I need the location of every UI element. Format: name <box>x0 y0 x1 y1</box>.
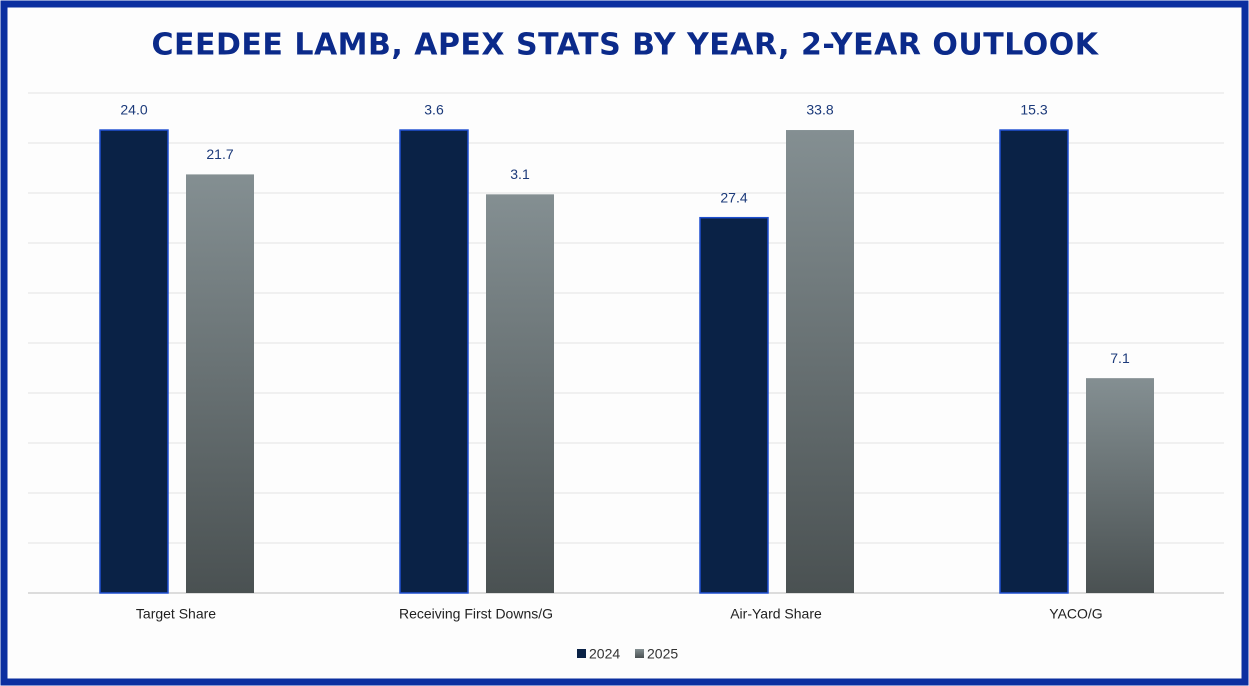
bar <box>399 129 469 594</box>
legend-label: 2024 <box>589 646 620 662</box>
bar <box>786 130 854 593</box>
value-label: 15.3 <box>1020 102 1047 118</box>
bar <box>99 129 169 594</box>
bar <box>186 174 254 593</box>
value-label: 7.1 <box>1110 350 1130 366</box>
x-tick-label: Receiving First Downs/G <box>399 606 553 622</box>
bar <box>486 194 554 593</box>
value-label: 21.7 <box>206 146 233 162</box>
value-label: 24.0 <box>120 102 147 118</box>
x-tick-label: Air-Yard Share <box>730 606 822 622</box>
value-label: 3.1 <box>510 166 530 182</box>
bar <box>1086 378 1154 593</box>
x-tick-label: Target Share <box>136 606 216 622</box>
value-label: 27.4 <box>720 189 747 205</box>
legend-swatch <box>635 649 644 658</box>
bar <box>699 216 769 594</box>
value-label: 3.6 <box>424 102 444 118</box>
chart-title: CEEDEE LAMB, APEX STATS BY YEAR, 2-YEAR … <box>152 28 1100 63</box>
value-label: 33.8 <box>806 102 833 118</box>
legend-label: 2025 <box>647 646 678 662</box>
bar <box>999 129 1069 594</box>
legend-swatch <box>577 649 586 658</box>
x-tick-label: YACO/G <box>1049 606 1102 622</box>
